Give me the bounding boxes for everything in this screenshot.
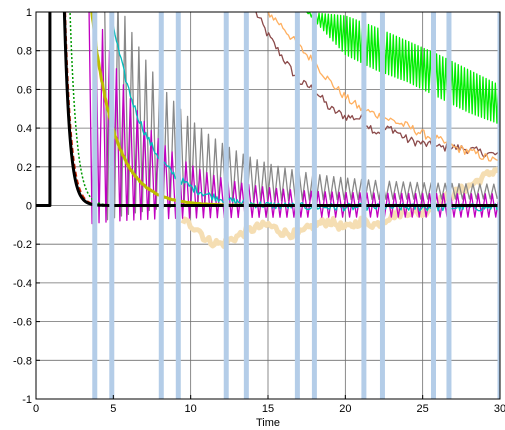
tick-labels: 0 5 10 15 20 25 30 -1 -0.8 -0.6 -0.4 -0.2 0 0.2 0.4 0.6… xyxy=(13,7,505,415)
y-tick-label: -0.2 xyxy=(13,239,32,251)
y-tick-label: 0.4 xyxy=(17,123,32,135)
y-tick-label: 0.2 xyxy=(17,162,32,174)
y-tick-label: -0.8 xyxy=(13,355,32,367)
y-tick-label: 0.6 xyxy=(17,84,32,96)
x-tick-label: 10 xyxy=(185,403,197,415)
x-tick-label: 15 xyxy=(262,403,274,415)
x-tick-label: 5 xyxy=(110,403,116,415)
x-tick-label: 25 xyxy=(417,403,429,415)
y-tick-label: -1 xyxy=(22,394,32,406)
vertical-bands xyxy=(92,12,500,399)
y-tick-label: -0.6 xyxy=(13,317,32,329)
y-tick-label: 1 xyxy=(26,7,32,19)
series-group xyxy=(36,12,500,249)
series-line xyxy=(36,12,500,207)
x-axis-title: Time xyxy=(256,417,280,429)
x-tick-label: 30 xyxy=(494,403,505,415)
x-tick-label: 0 xyxy=(33,403,39,415)
y-tick-label: 0 xyxy=(26,201,32,213)
x-tick-label: 20 xyxy=(339,403,351,415)
series-line xyxy=(180,166,500,249)
series-line xyxy=(306,12,500,124)
y-tick-label: -0.4 xyxy=(13,278,32,290)
series-line xyxy=(88,12,500,225)
y-tick-label: 0.8 xyxy=(17,46,32,58)
